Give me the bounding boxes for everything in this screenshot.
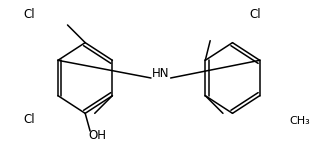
Text: Cl: Cl bbox=[249, 8, 261, 21]
Text: Cl: Cl bbox=[23, 8, 35, 21]
Text: OH: OH bbox=[88, 129, 106, 142]
Text: CH₃: CH₃ bbox=[289, 116, 310, 126]
Text: HN: HN bbox=[152, 67, 169, 80]
Text: Cl: Cl bbox=[23, 113, 35, 126]
